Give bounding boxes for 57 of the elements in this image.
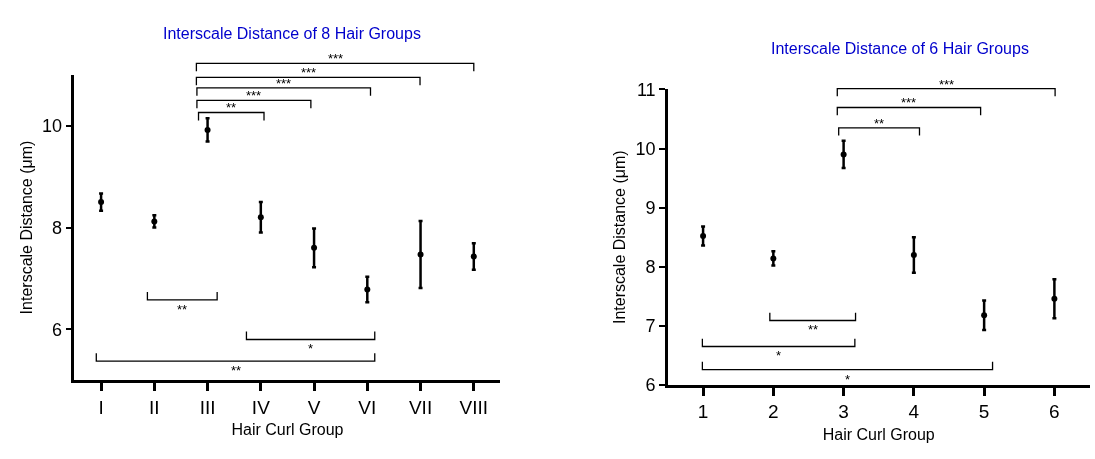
point (151, 218, 158, 225)
y-axis-title: Interscale Distance (μm) (17, 140, 35, 315)
annotation: *** (276, 76, 292, 91)
y-tick-label: 10 (42, 116, 63, 137)
x-tick-label: III (199, 396, 216, 418)
annotation: * (845, 372, 851, 387)
point (417, 251, 424, 258)
annotation: *** (901, 95, 917, 110)
point (470, 253, 477, 260)
x-tick-label: VI (358, 396, 377, 418)
x-tick-label: 5 (978, 401, 990, 423)
chart-title: Interscale Distance of 6 Hair Groups (771, 40, 1029, 57)
point (364, 286, 371, 293)
annotation: ** (808, 322, 819, 337)
annotation: ** (874, 116, 885, 131)
x-tick-label: 1 (697, 401, 709, 423)
y-tick-label: 9 (645, 197, 656, 218)
annotation: *** (246, 88, 262, 103)
x-tick-label: I (98, 396, 104, 418)
point (700, 233, 707, 239)
point (981, 312, 988, 319)
x-tick-label: 4 (908, 401, 920, 423)
x-axis-title: Hair Curl Group (231, 421, 344, 439)
y-tick-label: 11 (636, 79, 656, 100)
chart-title: Interscale Distance of 8 Hair Groups (163, 25, 421, 42)
point (98, 199, 105, 206)
point (840, 151, 847, 158)
point (770, 255, 777, 262)
x-tick-label: IV (251, 396, 271, 418)
annotation: ** (177, 302, 188, 317)
y-tick-label: 8 (645, 257, 656, 278)
point (1051, 295, 1058, 302)
annotation: ** (226, 100, 237, 115)
annotation: ** (231, 363, 242, 378)
x-tick-label: VII (408, 396, 433, 418)
y-axis-title: Interscale Distance (μm) (611, 150, 629, 325)
y-tick-label: 6 (645, 375, 656, 396)
annotation: * (776, 348, 782, 363)
y-tick-label: 7 (645, 316, 656, 337)
x-tick-label: 2 (768, 401, 779, 423)
annotation: *** (301, 65, 317, 80)
point (311, 244, 318, 251)
point (257, 214, 264, 221)
point (204, 126, 211, 133)
y-tick-label: 8 (52, 217, 63, 238)
x-tick-label: 3 (838, 401, 849, 423)
x-tick-label: V (307, 396, 321, 418)
annotation: *** (939, 77, 955, 92)
x-tick-label: 6 (1049, 401, 1060, 423)
y-tick-label: 10 (635, 138, 656, 159)
x-axis-title: Hair Curl Group (822, 426, 935, 444)
point (910, 251, 917, 258)
x-tick-label: II (149, 396, 160, 418)
x-tick-label: VIII (459, 396, 489, 418)
text: *** (328, 51, 344, 66)
y-tick-label: 6 (52, 319, 63, 340)
annotation: * (308, 341, 314, 356)
